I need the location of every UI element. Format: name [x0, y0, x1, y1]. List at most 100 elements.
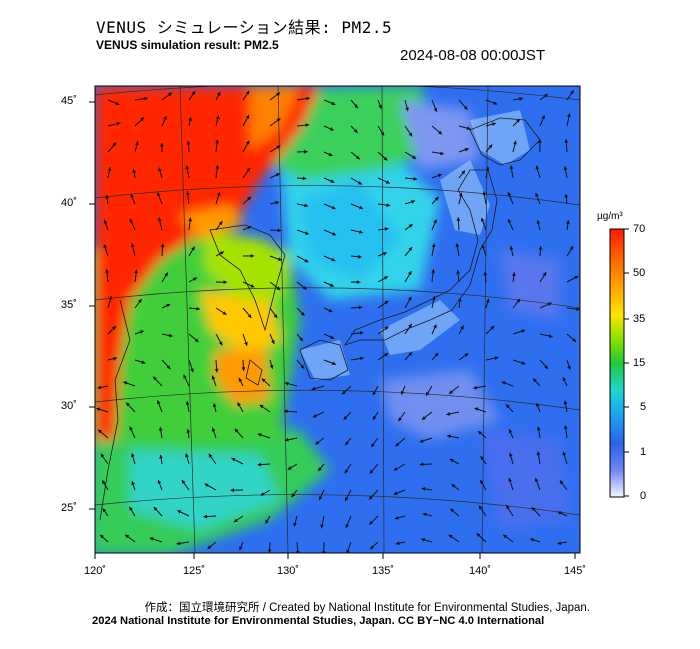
- wind-arrow-head: [247, 314, 252, 318]
- wind-arrow-head: [382, 252, 387, 256]
- wind-arrow-head: [191, 91, 196, 95]
- wind-arrow-head: [562, 451, 567, 456]
- wind-arrow-head: [275, 173, 280, 177]
- wind-arrow-head: [541, 115, 545, 120]
- wind-arrow-head: [421, 538, 425, 542]
- wind-arrow-head: [103, 244, 107, 249]
- wind-arrow-head: [345, 441, 349, 446]
- wind-arrow-head: [508, 429, 513, 434]
- wind-arrow-head: [393, 467, 398, 471]
- wind-arrow-head: [384, 300, 389, 305]
- lon-label-135: 135˚: [372, 565, 395, 577]
- wind-arrow-head: [357, 181, 362, 185]
- wind-arrow-head: [353, 129, 358, 133]
- wind-arrow-head: [158, 167, 162, 172]
- wind-arrow-head: [576, 307, 580, 311]
- wind-arrow-head: [293, 522, 297, 527]
- wind-arrow-head: [102, 508, 107, 513]
- colorbar-tick-5: 5: [640, 401, 647, 413]
- wind-arrow-head: [421, 487, 426, 491]
- wind-arrow-head: [400, 390, 405, 395]
- wind-arrow-head: [181, 479, 186, 484]
- wind-arrow-head: [384, 353, 389, 357]
- wind-arrow-head: [134, 269, 138, 274]
- wind-arrow-head: [218, 221, 223, 226]
- wind-arrow-head: [564, 139, 569, 143]
- colorbar-scale: [609, 228, 625, 498]
- wind-arrow-head: [480, 217, 485, 222]
- wind-arrow-head: [408, 323, 412, 328]
- wind-arrow-head: [536, 451, 541, 456]
- wind-arrow-head: [302, 176, 307, 181]
- wind-arrow-head: [261, 378, 266, 383]
- wind-arrow-head: [239, 546, 243, 551]
- wind-arrow-head: [473, 385, 478, 390]
- wind-arrow-head: [537, 139, 542, 143]
- colorbar-tick-0: 0: [640, 490, 647, 502]
- wind-arrow-head: [140, 117, 144, 122]
- wind-arrow-head: [408, 224, 413, 228]
- wind-arrow-head: [466, 126, 471, 130]
- wind-arrow-head: [569, 246, 574, 250]
- wind-arrow-head: [153, 506, 158, 511]
- wind-arrow-head: [562, 377, 567, 382]
- wind-arrow-head: [131, 481, 135, 486]
- wind-arrow-head: [319, 496, 323, 501]
- wind-arrow-head: [386, 203, 391, 207]
- wind-arrow-head: [277, 257, 282, 261]
- wind-arrow-head: [115, 101, 120, 106]
- wind-arrow-head: [448, 534, 453, 539]
- tick-marks: [89, 101, 576, 559]
- wind-arrow-head: [463, 105, 468, 110]
- wind-arrow-head: [135, 141, 139, 146]
- wind-arrow-head: [320, 524, 324, 529]
- wind-arrow-head: [188, 217, 192, 222]
- wind-arrow-head: [369, 520, 374, 525]
- wind-arrow-head: [222, 311, 227, 315]
- wind-arrow-head: [215, 115, 220, 120]
- wind-arrow-head: [123, 381, 128, 385]
- wind-arrow-head: [411, 200, 415, 204]
- wind-arrow-head: [478, 431, 483, 435]
- wind-arrow-head: [247, 196, 251, 201]
- wind-arrow-head: [185, 453, 189, 458]
- wind-arrow-head: [219, 251, 224, 255]
- wind-arrow-head: [129, 506, 133, 511]
- wind-arrow-head: [408, 271, 412, 276]
- wind-arrow-head: [501, 381, 506, 385]
- wind-arrow-head: [544, 94, 548, 98]
- wind-arrow-head: [530, 538, 534, 542]
- wind-arrow-head: [138, 299, 142, 303]
- wind-arrow-head: [384, 227, 389, 231]
- wind-arrow-head: [536, 220, 541, 224]
- wind-arrow-head: [344, 469, 349, 474]
- wind-arrow-head: [329, 283, 334, 287]
- wind-arrow-head: [207, 545, 212, 549]
- colorbar-tick-70: 70: [633, 223, 646, 235]
- wind-arrow-head: [433, 219, 437, 224]
- wind-arrow-head: [218, 341, 223, 346]
- wind-arrow-head: [216, 91, 221, 96]
- wind-arrow-head: [408, 247, 413, 251]
- lat-label-25: 25˚: [61, 502, 77, 514]
- wind-arrow-head: [433, 107, 438, 112]
- wind-arrow-head: [185, 165, 190, 170]
- wind-arrow-head: [112, 142, 117, 147]
- wind-arrow-head: [168, 333, 173, 338]
- wind-arrow-head: [535, 192, 539, 197]
- wind-arrow-head: [570, 90, 574, 95]
- wind-arrow-head: [544, 365, 548, 369]
- lat-label-45: 45˚: [61, 95, 77, 107]
- wind-arrow-head: [542, 272, 547, 277]
- wind-arrow-head: [372, 415, 377, 420]
- wind-arrow-head: [508, 477, 512, 482]
- wind-arrow-head: [160, 243, 165, 248]
- wind-arrow-head: [346, 549, 350, 553]
- wind-arrow-head: [398, 417, 402, 422]
- wind-arrow-head: [108, 295, 113, 300]
- wind-arrow-head: [433, 324, 437, 329]
- wind-arrow-head: [369, 495, 373, 500]
- credit-line: 作成：国立環境研究所 / Created by National Institu…: [144, 602, 590, 614]
- wind-arrow-head: [223, 280, 227, 284]
- wind-arrow-head: [395, 541, 400, 546]
